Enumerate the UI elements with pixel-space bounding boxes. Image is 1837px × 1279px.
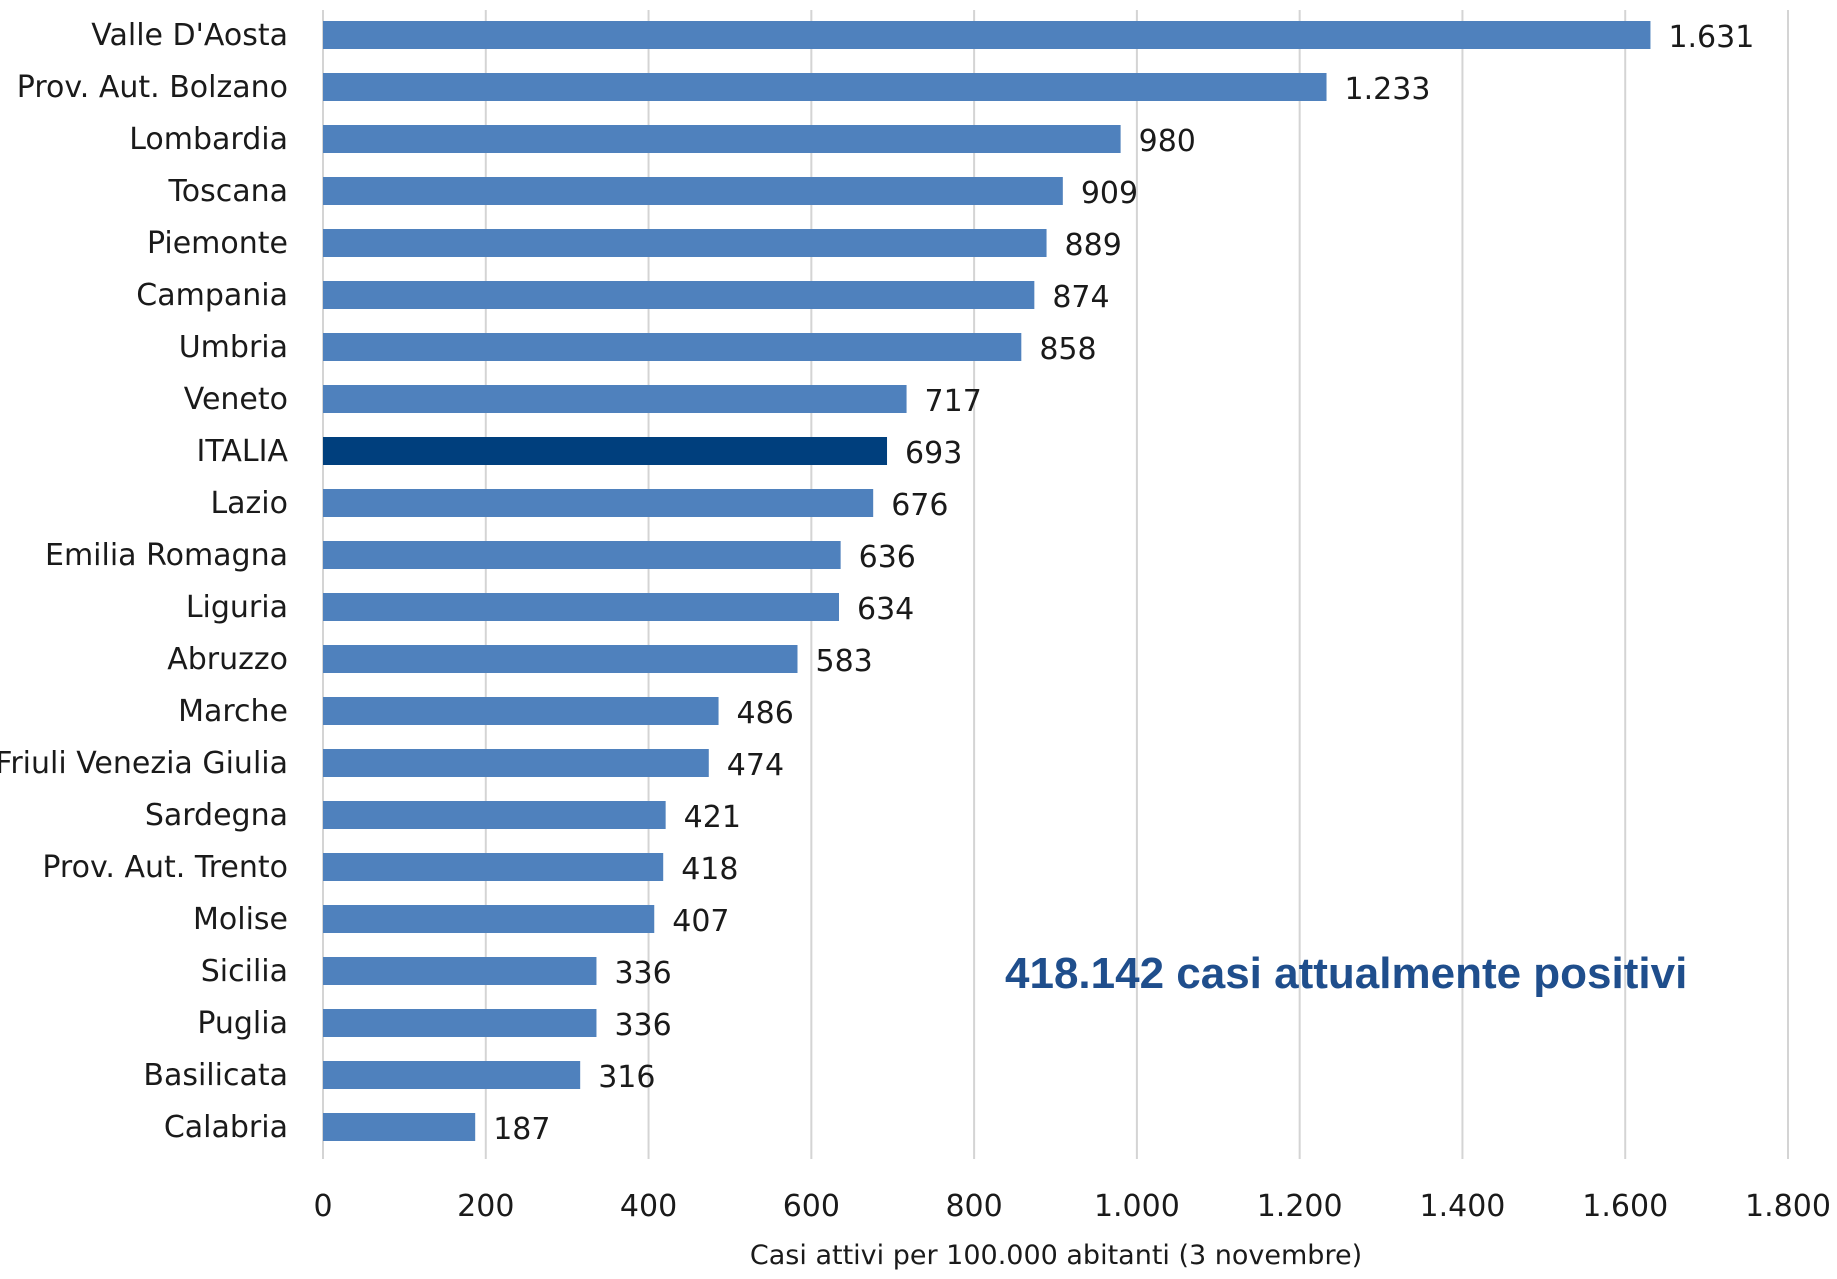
category-label: Emilia Romagna: [45, 538, 288, 573]
category-label: Prov. Aut. Trento: [42, 850, 288, 885]
category-label: Lazio: [210, 486, 288, 521]
bar-veneto: [323, 385, 907, 413]
bar-marche: [323, 697, 719, 725]
category-labels: Valle D'Aosta Prov. Aut. Bolzano Lombardia…: [0, 18, 288, 1145]
total-positive-cases-annotation: 418.142 casi attualmente positivi: [1005, 949, 1687, 998]
data-label: 421: [684, 800, 741, 835]
bar-prov-aut-trento: [323, 853, 664, 881]
bar-umbria: [323, 333, 1022, 361]
data-label: 316: [598, 1060, 655, 1095]
category-label: Calabria: [164, 1110, 288, 1145]
category-label: Toscana: [168, 174, 289, 209]
data-label: 474: [727, 748, 784, 783]
bar-campania: [323, 281, 1035, 309]
data-label: 717: [925, 384, 982, 419]
data-label: 858: [1039, 332, 1096, 367]
x-tick-labels: 0 200 400 600 800 1.000 1.200 1.400 1.600 1.800: [313, 1189, 1830, 1224]
bar-friuli-venezia-giulia: [323, 749, 709, 777]
data-label: 418: [681, 852, 738, 887]
category-label: Umbria: [179, 330, 288, 365]
x-tick-label: 0: [313, 1189, 332, 1224]
bar-calabria: [323, 1113, 476, 1141]
category-label: Basilicata: [143, 1058, 288, 1093]
category-label: Sardegna: [145, 798, 288, 833]
category-label: Friuli Venezia Giulia: [0, 746, 288, 781]
data-label: 1.631: [1668, 20, 1754, 55]
bar-valle-d-aosta: [323, 21, 1651, 49]
category-label: Veneto: [184, 382, 288, 417]
data-label: 693: [905, 436, 962, 471]
data-label: 187: [493, 1112, 550, 1147]
data-label: 980: [1139, 124, 1196, 159]
data-label: 889: [1065, 228, 1122, 263]
category-label: Sicilia: [201, 954, 288, 989]
category-label: Molise: [193, 902, 288, 937]
category-label: Lombardia: [129, 122, 288, 157]
category-label: Prov. Aut. Bolzano: [17, 70, 288, 105]
category-label: Abruzzo: [167, 642, 288, 677]
x-tick-label: 1.000: [1094, 1189, 1180, 1224]
x-tick-label: 800: [945, 1189, 1002, 1224]
bar-sicilia: [323, 957, 597, 985]
category-label: Puglia: [197, 1006, 288, 1041]
bar-lazio: [323, 489, 874, 517]
category-label: Marche: [178, 694, 288, 729]
data-label: 407: [672, 904, 729, 939]
bar-abruzzo: [323, 645, 798, 673]
data-label: 336: [614, 956, 671, 991]
x-tick-label: 1.600: [1582, 1189, 1668, 1224]
x-tick-label: 600: [783, 1189, 840, 1224]
data-label: 874: [1052, 280, 1109, 315]
data-label: 1.233: [1345, 72, 1431, 107]
x-tick-label: 400: [620, 1189, 677, 1224]
data-label: 486: [737, 696, 794, 731]
bar-sardegna: [323, 801, 666, 829]
x-tick-label: 200: [457, 1189, 514, 1224]
bar-molise: [323, 905, 655, 933]
data-label: 583: [815, 644, 872, 679]
bar-piemonte: [323, 229, 1047, 257]
data-label: 636: [859, 540, 916, 575]
bar-emilia-romagna: [323, 541, 841, 569]
bar-toscana: [323, 177, 1063, 205]
x-tick-label: 1.200: [1257, 1189, 1343, 1224]
bars: [323, 21, 1651, 1141]
category-label: Valle D'Aosta: [91, 18, 288, 53]
data-label: 676: [891, 488, 948, 523]
bar-puglia: [323, 1009, 597, 1037]
bar-lombardia: [323, 125, 1121, 153]
data-label: 336: [614, 1008, 671, 1043]
bar-basilicata: [323, 1061, 581, 1089]
x-tick-label: 1.800: [1745, 1189, 1831, 1224]
category-label: Piemonte: [147, 226, 288, 261]
category-label: ITALIA: [197, 434, 289, 469]
bar-prov-aut-bolzano: [323, 73, 1327, 101]
x-tick-label: 1.400: [1419, 1189, 1505, 1224]
bar-italia: [323, 437, 888, 465]
bar-liguria: [323, 593, 840, 621]
data-label: 634: [857, 592, 914, 627]
category-label: Liguria: [186, 590, 288, 625]
category-label: Campania: [136, 278, 288, 313]
x-axis-title: Casi attivi per 100.000 abitanti (3 nove…: [750, 1240, 1362, 1271]
data-label: 909: [1081, 176, 1138, 211]
